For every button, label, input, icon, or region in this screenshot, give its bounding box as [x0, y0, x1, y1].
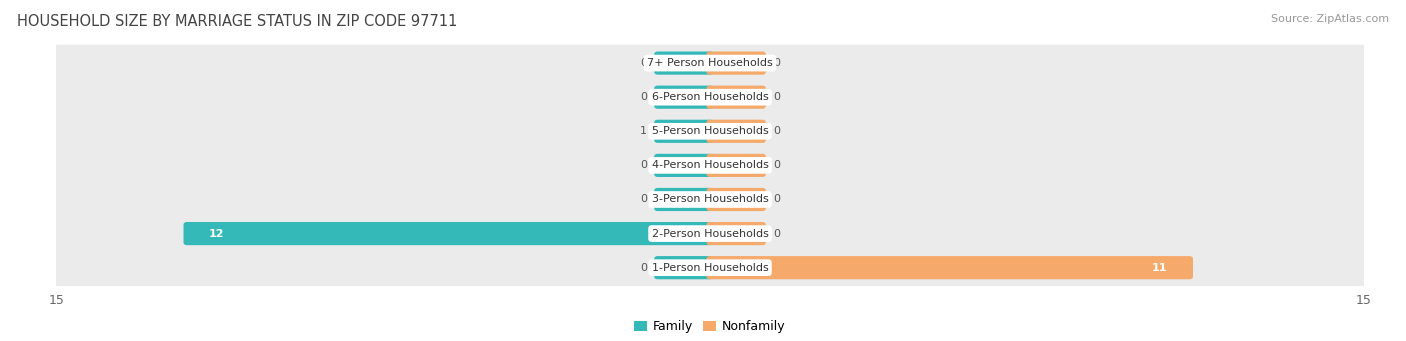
Text: 0: 0 [773, 126, 780, 136]
FancyBboxPatch shape [707, 188, 766, 211]
FancyBboxPatch shape [52, 113, 1368, 150]
FancyBboxPatch shape [654, 86, 713, 109]
Text: 6-Person Households: 6-Person Households [651, 92, 769, 102]
Text: 5-Person Households: 5-Person Households [651, 126, 769, 136]
Text: 0: 0 [640, 92, 647, 102]
FancyBboxPatch shape [654, 188, 713, 211]
FancyBboxPatch shape [52, 79, 1368, 116]
Text: 0: 0 [773, 92, 780, 102]
Text: 0: 0 [640, 263, 647, 273]
FancyBboxPatch shape [654, 51, 713, 75]
Text: 7+ Person Households: 7+ Person Households [647, 58, 773, 68]
Text: 4-Person Households: 4-Person Households [651, 160, 769, 170]
FancyBboxPatch shape [707, 120, 766, 143]
Text: 12: 12 [208, 228, 225, 239]
Text: 1: 1 [640, 126, 647, 136]
FancyBboxPatch shape [707, 154, 766, 177]
Text: 0: 0 [640, 58, 647, 68]
Text: 11: 11 [1152, 263, 1167, 273]
FancyBboxPatch shape [654, 120, 713, 143]
Text: 0: 0 [640, 160, 647, 170]
FancyBboxPatch shape [52, 249, 1368, 286]
Text: HOUSEHOLD SIZE BY MARRIAGE STATUS IN ZIP CODE 97711: HOUSEHOLD SIZE BY MARRIAGE STATUS IN ZIP… [17, 14, 457, 29]
FancyBboxPatch shape [707, 256, 1192, 279]
Text: 0: 0 [640, 194, 647, 205]
Text: 0: 0 [773, 194, 780, 205]
FancyBboxPatch shape [707, 51, 766, 75]
Text: 0: 0 [773, 160, 780, 170]
Text: 3-Person Households: 3-Person Households [651, 194, 769, 205]
Text: 0: 0 [773, 228, 780, 239]
Text: 2-Person Households: 2-Person Households [651, 228, 769, 239]
FancyBboxPatch shape [52, 181, 1368, 218]
FancyBboxPatch shape [52, 45, 1368, 81]
Text: Source: ZipAtlas.com: Source: ZipAtlas.com [1271, 14, 1389, 24]
FancyBboxPatch shape [184, 222, 713, 245]
Text: 0: 0 [773, 58, 780, 68]
FancyBboxPatch shape [52, 147, 1368, 184]
FancyBboxPatch shape [654, 256, 713, 279]
Text: 1-Person Households: 1-Person Households [651, 263, 769, 273]
Legend: Family, Nonfamily: Family, Nonfamily [630, 315, 790, 338]
FancyBboxPatch shape [707, 86, 766, 109]
FancyBboxPatch shape [707, 222, 766, 245]
FancyBboxPatch shape [52, 215, 1368, 252]
FancyBboxPatch shape [654, 154, 713, 177]
